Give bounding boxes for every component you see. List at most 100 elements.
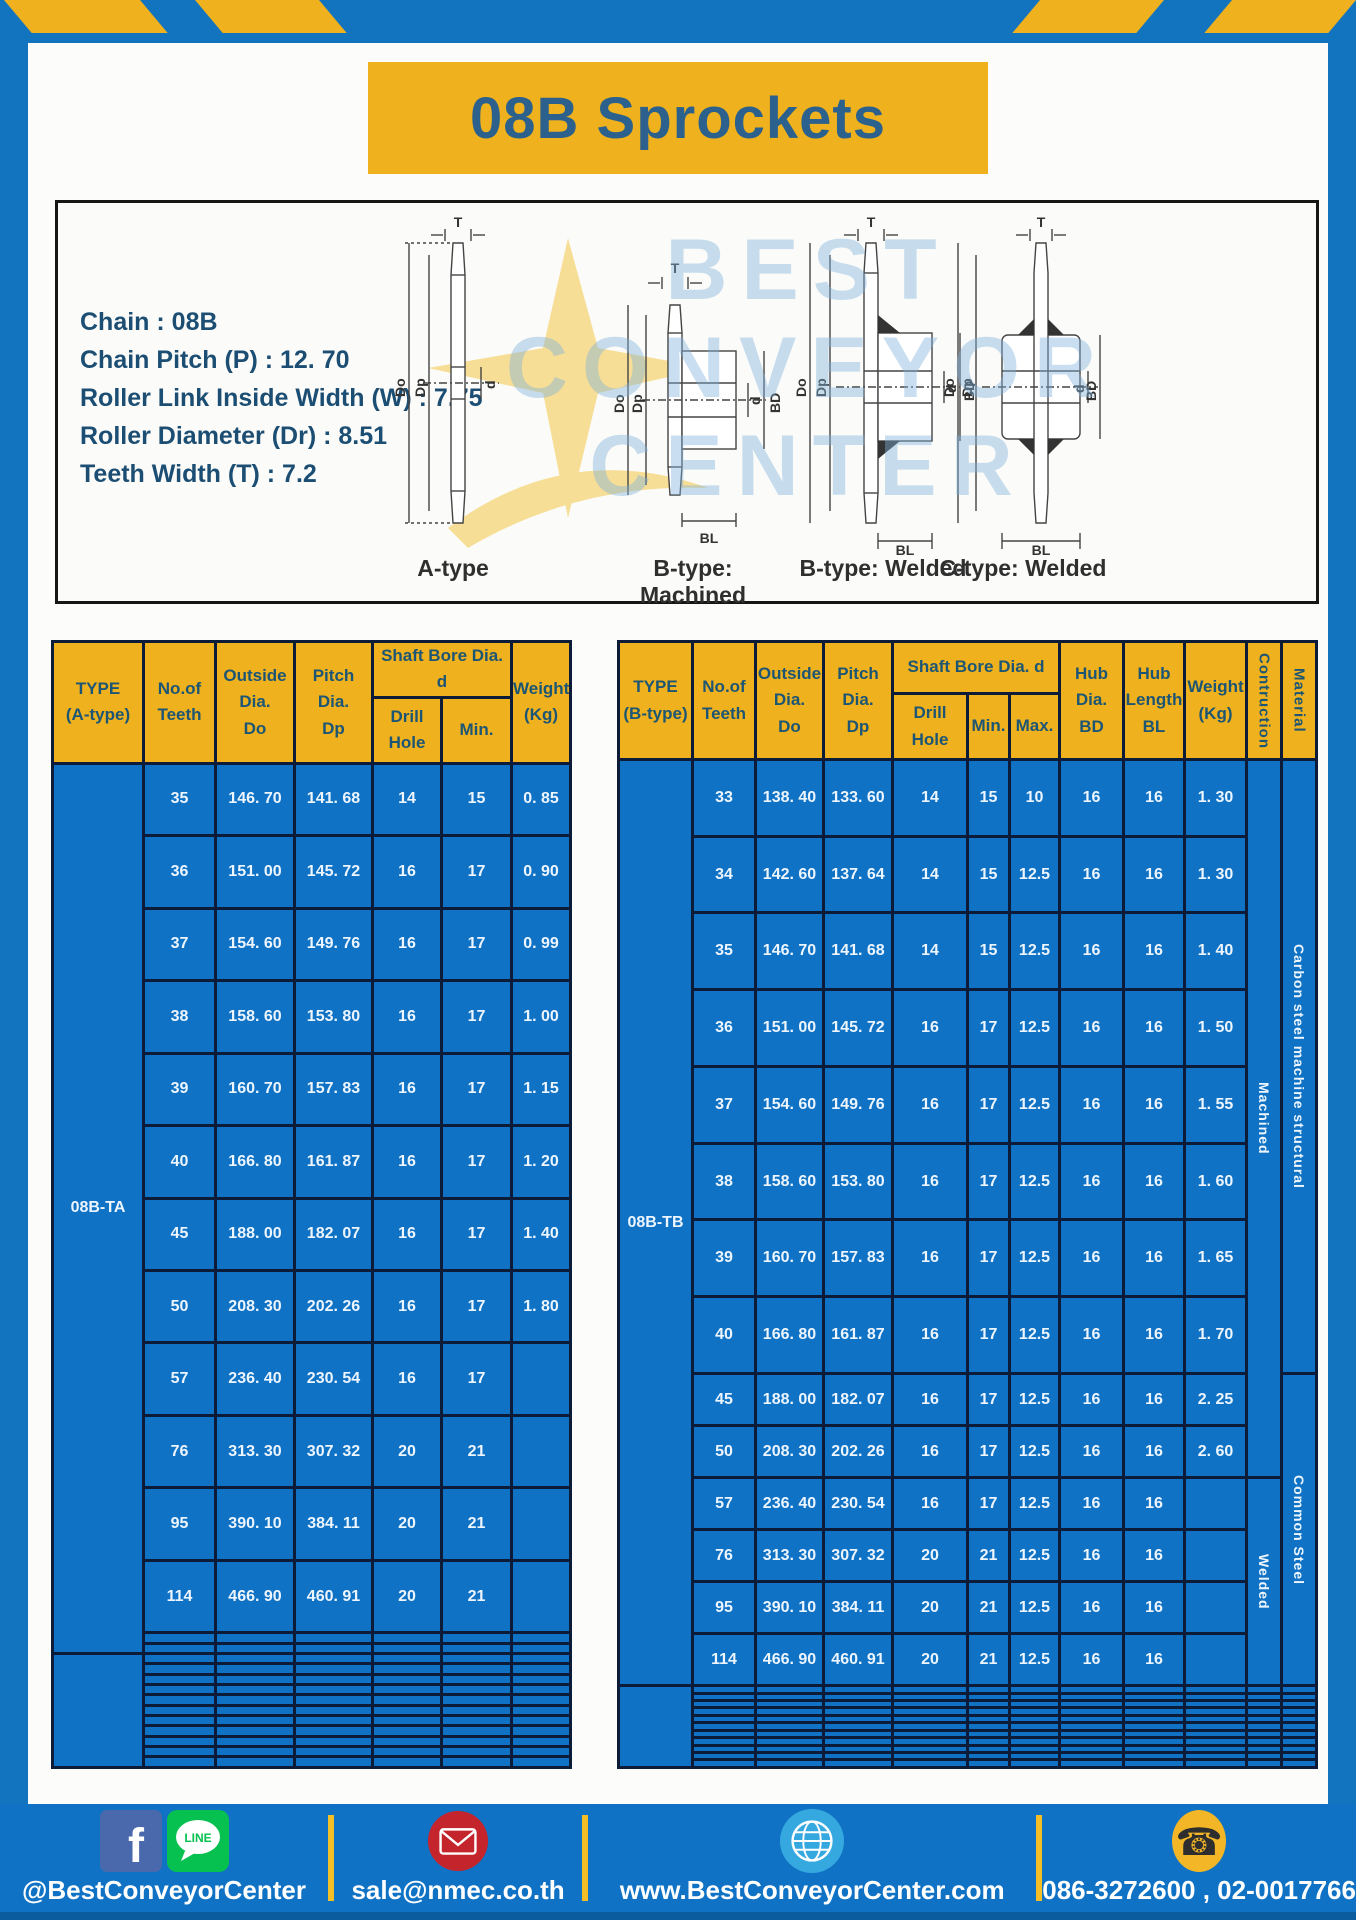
cell <box>966 1758 1011 1769</box>
cell: 1. 20 <box>510 1124 572 1200</box>
cell <box>754 1684 825 1695</box>
cell: 149. 76 <box>822 1064 894 1145</box>
construction-cell: Welded <box>1245 1476 1283 1688</box>
cell <box>142 1693 217 1707</box>
cell <box>371 1682 443 1697</box>
cell: 1. 65 <box>1183 1218 1248 1299</box>
table-row: 37 154. 60 149. 76 16 17 0. 99 <box>53 906 572 983</box>
cell <box>214 1703 296 1718</box>
cell <box>1245 1698 1283 1710</box>
type-cell: 08B-TA <box>51 761 145 1656</box>
cell: 16 <box>1058 1424 1125 1480</box>
cell: 16 <box>1058 1295 1125 1376</box>
cell: 460. 91 <box>293 1558 374 1635</box>
cell <box>966 1743 1011 1755</box>
cell <box>293 1631 374 1645</box>
footer-email-address: sale@nmec.co.th <box>351 1875 565 1905</box>
table-row <box>53 1734 572 1749</box>
cell: 57 <box>142 1341 217 1417</box>
cell <box>440 1724 513 1738</box>
cell <box>1008 1691 1061 1703</box>
footer-divider <box>582 1815 589 1901</box>
cell <box>966 1713 1011 1725</box>
b-type-table-header: TYPE (B-type) No.of Teeth Outside Dia. D… <box>617 640 1318 761</box>
cell <box>293 1672 374 1687</box>
cell: 12.5 <box>1008 1064 1061 1145</box>
cell: 16 <box>891 1424 969 1480</box>
dim-label-bl: BL <box>700 530 719 546</box>
spec-line: Roller Link Inside Width (W) : 7.75 <box>80 384 483 412</box>
cell <box>1122 1728 1186 1740</box>
cell: 208. 30 <box>214 1268 296 1345</box>
cell <box>510 1703 572 1718</box>
cell <box>822 1691 894 1703</box>
cell: 17 <box>440 1051 513 1128</box>
cell: 202. 26 <box>293 1268 374 1345</box>
cell <box>510 1486 572 1562</box>
cell: 460. 91 <box>822 1632 894 1688</box>
cell <box>891 1706 969 1717</box>
col-header-drill-hole: Drill Hole <box>371 695 443 765</box>
cell <box>966 1706 1011 1717</box>
cell <box>142 1714 217 1728</box>
cell <box>440 1641 513 1656</box>
cell: 16 <box>1058 988 1125 1068</box>
cell: 158. 60 <box>214 979 296 1055</box>
cell <box>440 1734 513 1749</box>
cell: 17 <box>440 1268 513 1345</box>
table-row: 35 146. 70 141. 68 14 15 12.5 16 16 1. 40 <box>619 911 1317 992</box>
footer-divider <box>1036 1815 1043 1901</box>
cell <box>891 1728 969 1740</box>
cell: 17 <box>440 1341 513 1417</box>
table-row: 45 188. 00 182. 07 16 17 12.5 16 16 2. 25 Common … <box>619 1372 1318 1688</box>
cell: 307. 32 <box>293 1413 374 1490</box>
table-row: 39 160. 70 157. 83 16 17 1. 15 <box>53 1051 572 1128</box>
dim-label-d: d <box>747 396 763 405</box>
cell <box>966 1698 1011 1710</box>
cell: 16 <box>1122 1580 1186 1636</box>
cell: 15 <box>966 758 1011 838</box>
col-header-teeth: No.of Teeth <box>691 640 757 761</box>
cell: 21 <box>966 1632 1011 1688</box>
cell <box>214 1724 296 1738</box>
cell: 12.5 <box>1008 1372 1061 1428</box>
cell: 145. 72 <box>293 834 374 910</box>
footer-social-icons: f LINE <box>99 1809 229 1873</box>
page-title: 08B Sprockets <box>470 85 886 151</box>
cell: 16 <box>1122 1295 1186 1376</box>
cell: 1. 00 <box>510 979 572 1055</box>
cell <box>440 1651 513 1666</box>
cell: 37 <box>142 906 217 983</box>
cell: 16 <box>1058 1528 1125 1584</box>
table-row <box>619 1743 1318 1755</box>
cell: 16 <box>371 1124 443 1200</box>
cell <box>371 1724 443 1738</box>
cell: 16 <box>891 988 969 1068</box>
cell: 15 <box>440 761 513 838</box>
cell: 76 <box>691 1528 757 1584</box>
cell <box>891 1750 969 1762</box>
cell: 40 <box>142 1124 217 1200</box>
line-icon: LINE <box>166 1810 229 1872</box>
cell <box>966 1684 1011 1695</box>
table-row <box>619 1750 1318 1762</box>
table-row <box>53 1745 572 1759</box>
spec-line: Chain Pitch (P) : 12. 70 <box>80 346 350 374</box>
cell <box>510 1413 572 1490</box>
svg-text:LINE: LINE <box>184 1831 211 1845</box>
cell <box>1183 1691 1248 1703</box>
cell <box>822 1721 894 1732</box>
cell <box>1058 1750 1125 1762</box>
cell: 16 <box>1122 1218 1186 1299</box>
cell <box>1122 1736 1186 1747</box>
cell <box>293 1724 374 1738</box>
cell: 17 <box>440 979 513 1055</box>
material-cell: Common Steel <box>1280 1372 1318 1688</box>
col-header-min: Min. <box>966 692 1011 761</box>
cell <box>214 1734 296 1749</box>
cell: 21 <box>966 1528 1011 1584</box>
cell <box>371 1703 443 1718</box>
col-header-type: TYPE (A-type) <box>51 640 145 765</box>
cell: 236. 40 <box>214 1341 296 1417</box>
cell: 146. 70 <box>754 911 825 992</box>
